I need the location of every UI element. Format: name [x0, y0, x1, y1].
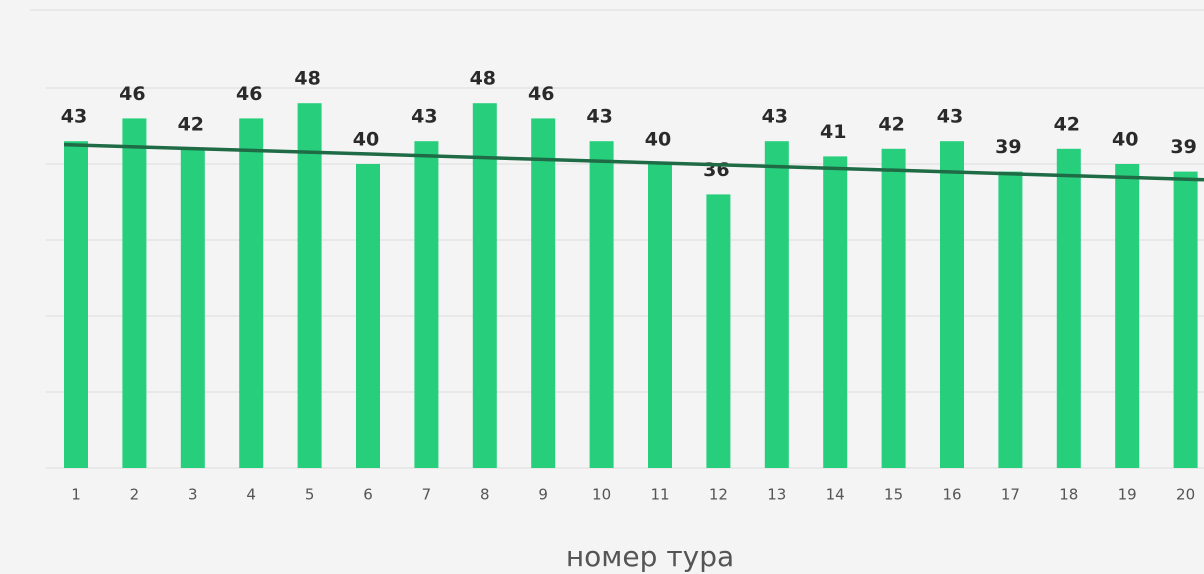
- bar: [764, 141, 789, 468]
- bar: [180, 148, 205, 469]
- bar: [356, 164, 380, 468]
- bar: [239, 118, 264, 469]
- x-tick-label: 9: [538, 486, 548, 504]
- bar: [1056, 148, 1081, 469]
- value-label: 39: [995, 136, 1021, 158]
- x-tick-label: 4: [246, 486, 256, 504]
- bar: [823, 156, 848, 468]
- bar: [648, 164, 672, 468]
- bar: [589, 141, 614, 468]
- value-label: 40: [353, 129, 379, 151]
- bar: [64, 141, 88, 468]
- value-label: 46: [236, 83, 262, 105]
- bar: [472, 103, 497, 468]
- value-label: 40: [645, 129, 671, 151]
- value-label: 42: [878, 113, 904, 135]
- value-label: 36: [703, 159, 729, 181]
- value-label: 48: [470, 68, 496, 90]
- bar: [122, 118, 147, 469]
- x-tick-label: 5: [305, 486, 315, 504]
- bar: [1115, 164, 1140, 468]
- value-label: 39: [1170, 136, 1196, 158]
- trend-line: [63, 142, 1204, 182]
- x-tick-label: 15: [884, 486, 903, 504]
- bar: [531, 118, 556, 469]
- x-tick-label: 7: [422, 486, 432, 504]
- x-tick-label: 16: [942, 486, 961, 504]
- x-tick-label: 10: [592, 486, 611, 504]
- value-label: 48: [294, 68, 320, 90]
- x-tick-label: 3: [188, 486, 198, 504]
- value-label: 43: [411, 106, 437, 128]
- value-label: 43: [937, 106, 963, 128]
- value-label: 41: [820, 121, 846, 143]
- value-label: 43: [61, 106, 87, 128]
- x-tick-label: 1: [71, 486, 81, 504]
- value-label: 43: [586, 106, 612, 128]
- bar: [940, 141, 964, 468]
- bar: [998, 171, 1023, 468]
- x-tick-label: 8: [480, 486, 490, 504]
- x-tick-label: 13: [767, 486, 786, 504]
- x-tick-label: 11: [650, 486, 669, 504]
- x-tick-label: 6: [363, 486, 373, 504]
- value-label: 46: [119, 83, 145, 105]
- value-label: 46: [528, 83, 554, 105]
- value-label: 42: [1054, 113, 1080, 135]
- value-label: 42: [178, 113, 204, 135]
- x-tick-label: 18: [1059, 486, 1078, 504]
- x-axis-label: номер тура: [566, 540, 734, 573]
- bar: [706, 194, 731, 468]
- bar: [1173, 171, 1198, 468]
- bar: [881, 148, 906, 469]
- x-tick-label: 2: [130, 486, 140, 504]
- x-tick-label: 14: [826, 486, 845, 504]
- bar: [297, 103, 322, 468]
- x-tick-label: 20: [1176, 486, 1195, 504]
- x-tick-label: 12: [709, 486, 728, 504]
- value-label: 40: [1112, 129, 1138, 151]
- x-tick-label: 19: [1118, 486, 1137, 504]
- bar: [414, 141, 439, 468]
- x-tick-label: 17: [1001, 486, 1020, 504]
- value-label: 43: [762, 106, 788, 128]
